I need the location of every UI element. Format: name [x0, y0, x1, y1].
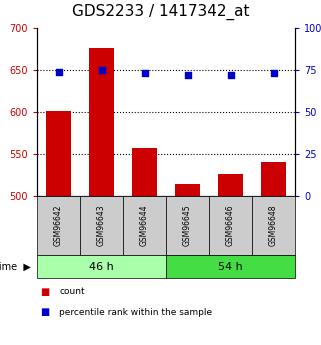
Text: time  ▶: time ▶ — [0, 262, 30, 272]
Text: GSM96648: GSM96648 — [269, 205, 278, 246]
Point — [56, 69, 61, 75]
Text: count: count — [59, 287, 85, 296]
Text: GSM96646: GSM96646 — [226, 205, 235, 246]
Point — [142, 71, 147, 76]
Text: ■: ■ — [40, 287, 49, 297]
Bar — [46, 111, 71, 196]
Text: GSM96643: GSM96643 — [97, 205, 106, 246]
Point — [185, 72, 190, 78]
Point — [99, 67, 104, 73]
Bar — [261, 162, 286, 196]
Text: GDS2233 / 1417342_at: GDS2233 / 1417342_at — [72, 4, 249, 20]
Text: ■: ■ — [40, 307, 49, 317]
Text: 54 h: 54 h — [218, 262, 243, 272]
Point — [228, 72, 233, 78]
Bar — [175, 184, 200, 196]
Text: GSM96642: GSM96642 — [54, 205, 63, 246]
Point — [271, 71, 276, 76]
Bar — [89, 48, 114, 196]
Text: percentile rank within the sample: percentile rank within the sample — [59, 308, 213, 317]
Bar — [132, 148, 157, 196]
Bar — [218, 174, 243, 196]
Text: 46 h: 46 h — [89, 262, 114, 272]
Text: GSM96645: GSM96645 — [183, 205, 192, 246]
Text: GSM96644: GSM96644 — [140, 205, 149, 246]
